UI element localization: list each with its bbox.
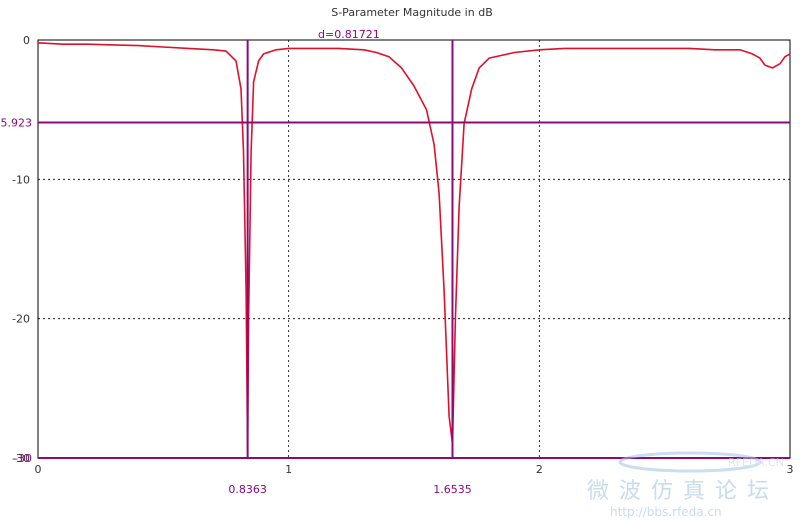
watermark-swoosh xyxy=(618,451,762,473)
x-tick-label: 1 xyxy=(285,463,292,476)
series-line xyxy=(37,42,791,452)
marker-labels: 0.8363 1.6535 -5.923 -30 xyxy=(0,117,472,496)
x-tick-label: 2 xyxy=(536,463,543,476)
plot-area xyxy=(37,39,791,459)
y-tick-label: 0 xyxy=(23,34,30,47)
delta-label: d=0.81721 xyxy=(318,28,380,41)
watermark-url: http://bbs.rfeda.cn xyxy=(610,505,722,519)
y-tick-label: -20 xyxy=(12,313,30,326)
markers-group xyxy=(38,40,790,459)
vertical-marker-label: 1.6535 xyxy=(433,483,472,496)
x-tick-label: 0 xyxy=(35,463,42,476)
vertical-marker-label: 0.8363 xyxy=(228,483,267,496)
grid xyxy=(38,40,790,458)
horizontal-marker-label: -30 xyxy=(14,452,32,465)
x-axis-ticks: 0 1 2 3 xyxy=(35,463,794,476)
watermark-title: 微波仿真论坛 xyxy=(587,479,779,504)
horizontal-marker-label: -5.923 xyxy=(0,117,32,130)
y-tick-label: -10 xyxy=(12,173,30,186)
watermark-logo: RFEDA.CN xyxy=(728,456,784,469)
y-axis-ticks: 0 -10 -20 -30 xyxy=(12,34,30,465)
plot-frame xyxy=(37,39,791,459)
chart-title: S-Parameter Magnitude in dB xyxy=(331,6,493,19)
y-tick-label: -30 xyxy=(12,452,30,465)
series-group xyxy=(37,42,791,452)
x-tick-label: 3 xyxy=(787,463,794,476)
watermark: RFEDA.CN 微波仿真论坛 http://bbs.rfeda.cn xyxy=(587,451,784,519)
